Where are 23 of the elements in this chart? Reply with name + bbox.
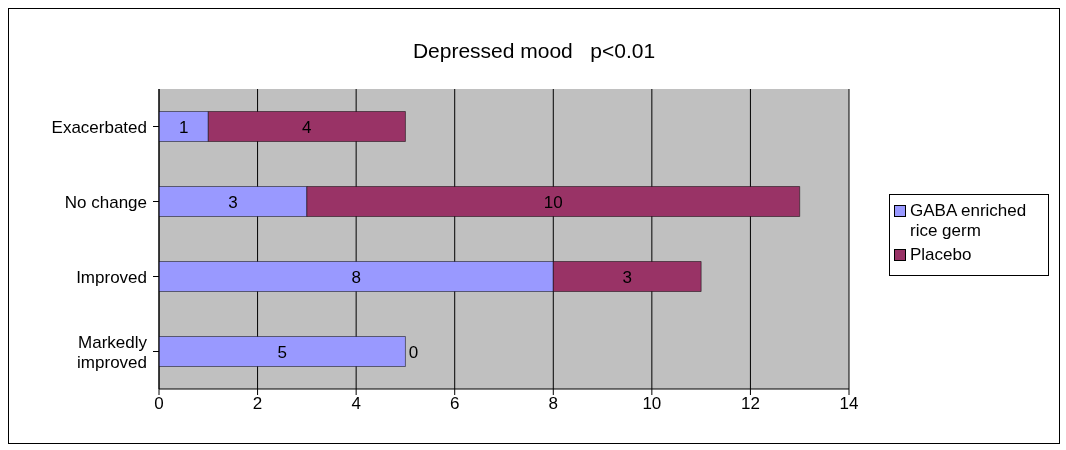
data-label: 3	[228, 192, 238, 212]
data-label: 3	[622, 267, 632, 287]
x-tick-label: 0	[154, 394, 164, 414]
data-label: 10	[543, 192, 563, 212]
legend-label: GABA enriched rice germ	[910, 201, 1028, 241]
x-tick-label: 4	[351, 394, 361, 414]
data-label: 5	[277, 342, 287, 362]
data-label: 0	[408, 342, 419, 362]
x-tick-label: 10	[642, 394, 662, 414]
x-tick-label: 14	[839, 394, 859, 414]
y-tick-label: Exacerbated	[51, 117, 147, 137]
y-tick-label: No change	[64, 192, 147, 212]
x-tick-label: 6	[449, 394, 460, 414]
legend-label: Placebo	[910, 245, 972, 265]
x-tick-label: 8	[548, 394, 559, 414]
y-tick-label: Markedly improved	[77, 332, 148, 372]
data-label: 8	[351, 267, 361, 287]
x-tick-label: 2	[252, 394, 263, 414]
chart-title: Depressed mood p<0.01	[411, 39, 657, 63]
x-tick-label: 12	[740, 394, 760, 414]
data-label: 1	[178, 117, 189, 137]
y-tick-label: Improved	[76, 267, 147, 287]
data-label: 4	[302, 117, 312, 137]
